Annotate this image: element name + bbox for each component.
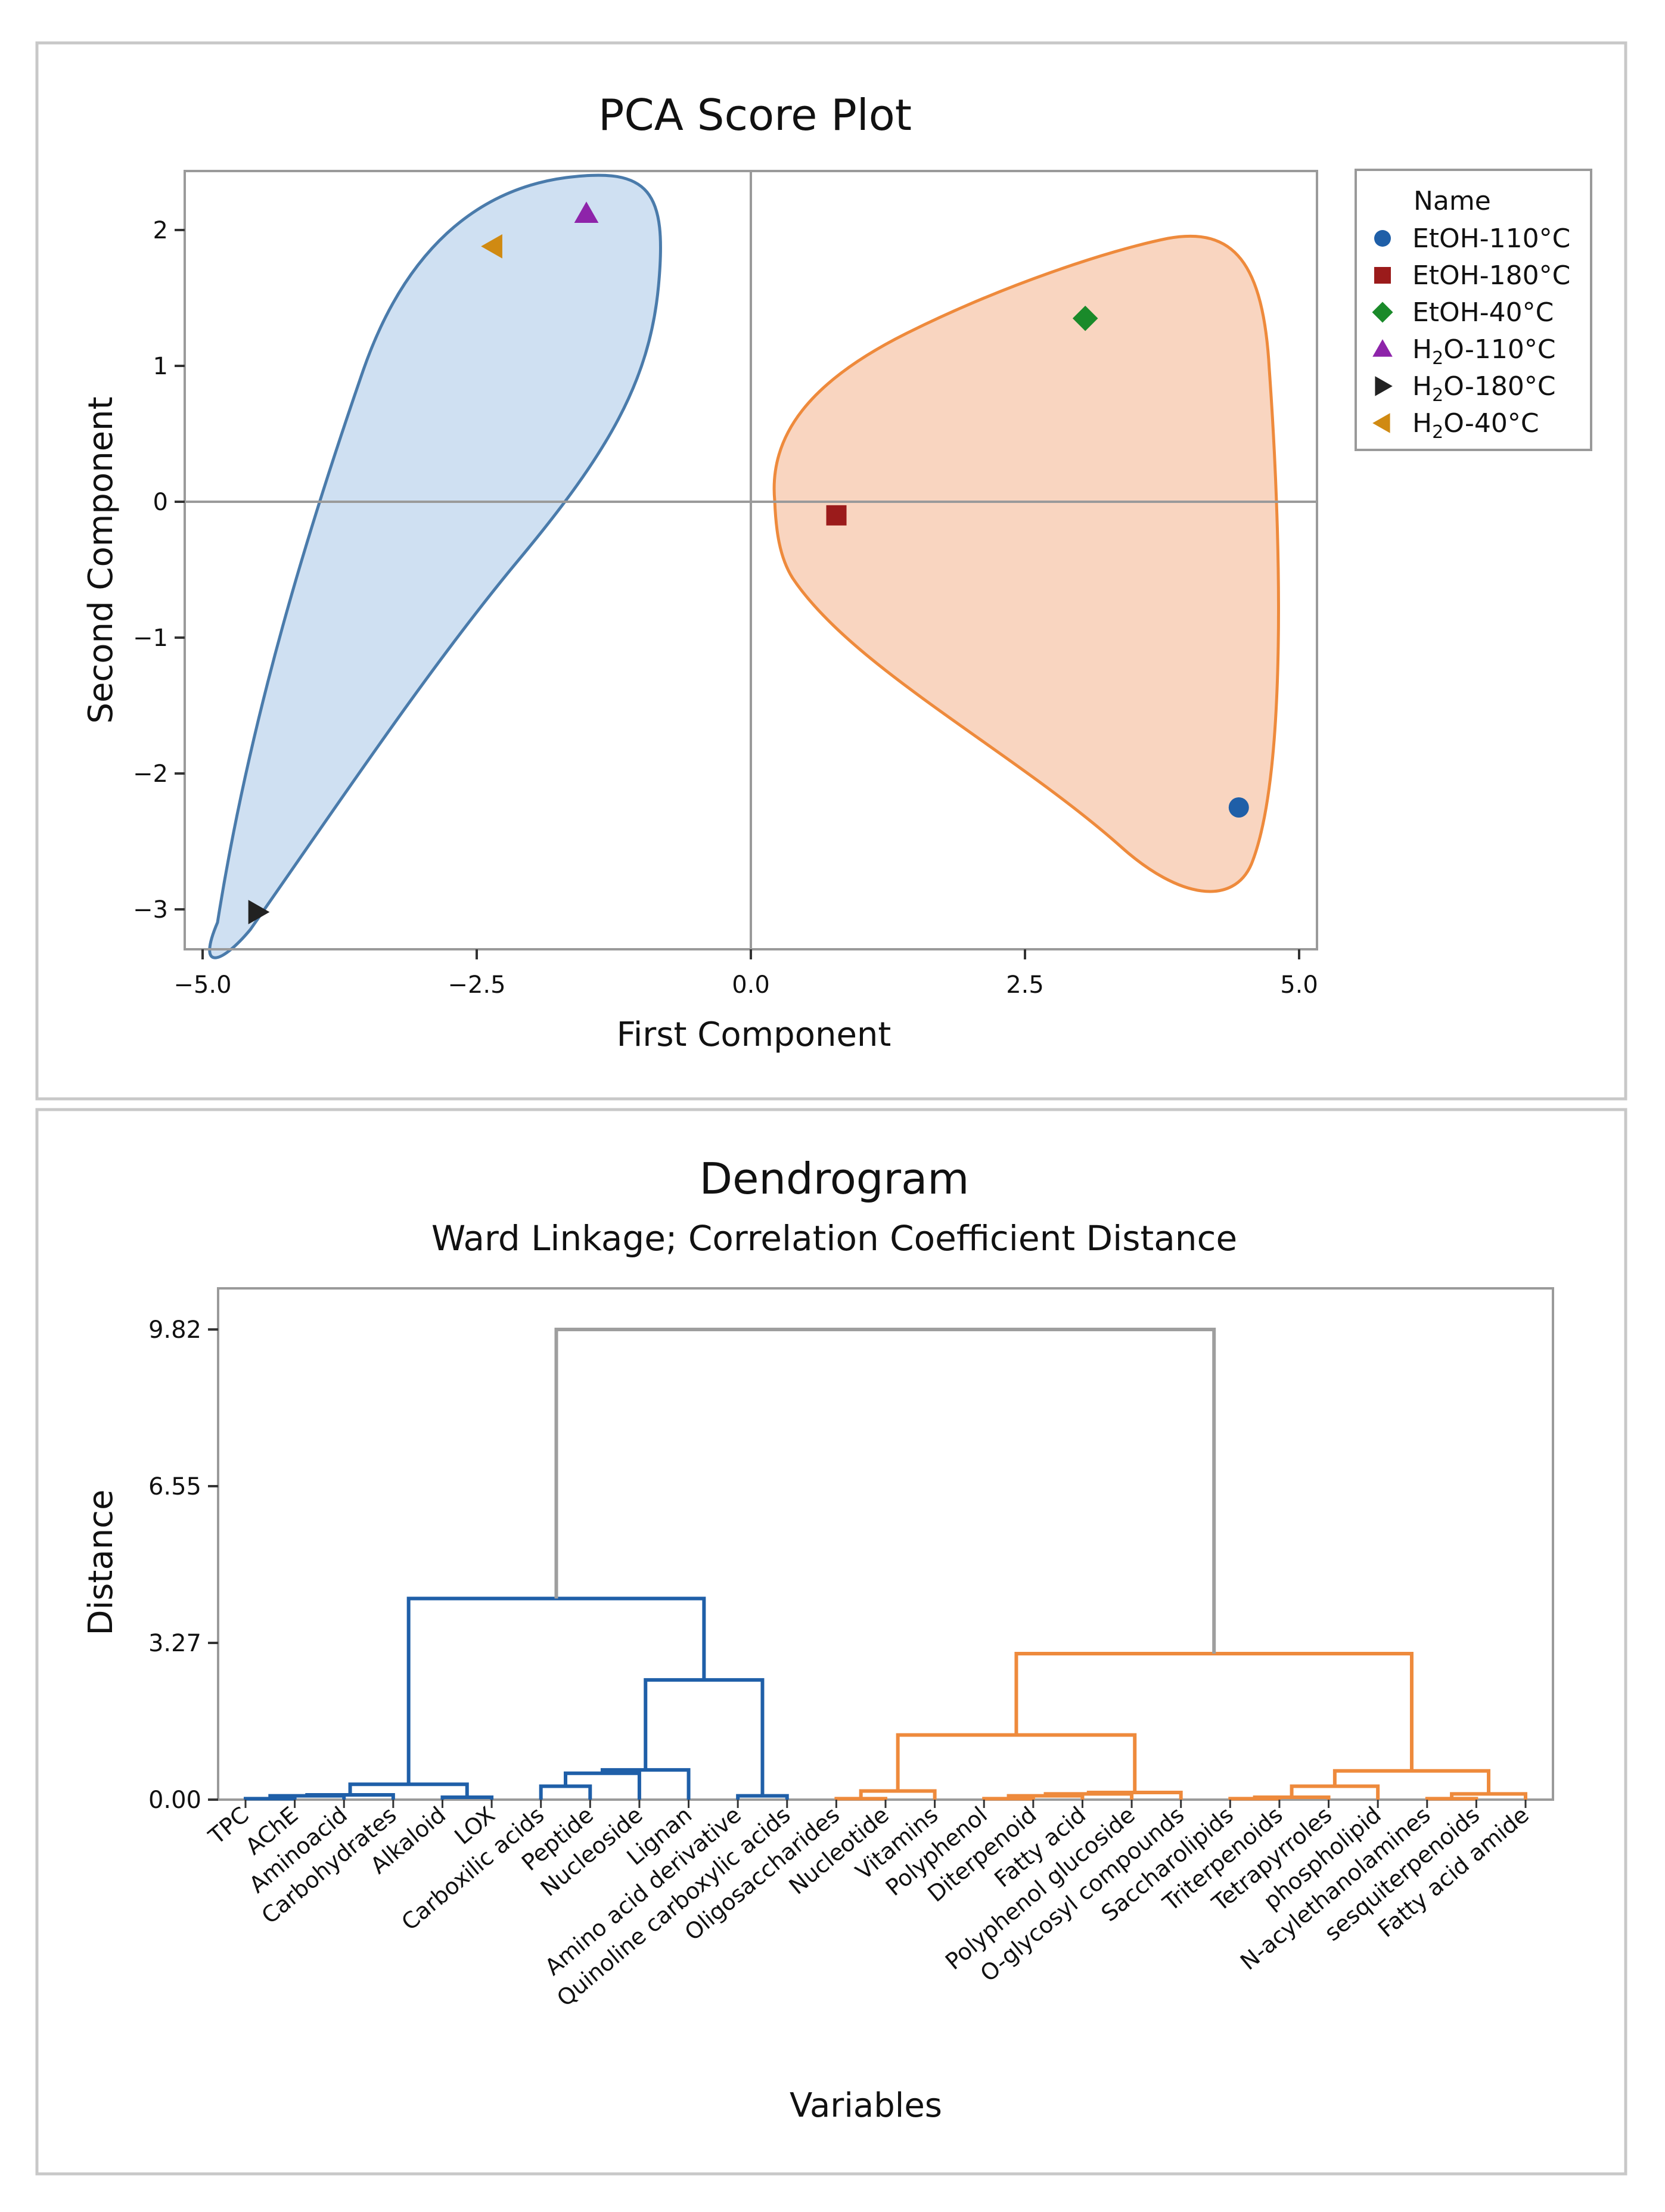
pca-y-axis-label: Second Component <box>82 396 120 723</box>
pca-point <box>481 234 502 259</box>
pca-legend-item: H2O-180°C <box>1375 371 1556 406</box>
pca-chart: PCA Score Plot −5.0 −2.5 0.0 2.5 5.0 −3 … <box>82 90 1592 1054</box>
pca-cluster-blob-right <box>772 234 1280 893</box>
dendrogram-link <box>834 1797 887 1801</box>
pca-clusters <box>208 173 1280 959</box>
pca-point <box>574 201 599 223</box>
dendrogram-link <box>1425 1797 1478 1801</box>
pca-x-tick-label: 0.0 <box>732 971 770 999</box>
dendrogram-x-axis-label: Variables <box>790 2086 942 2125</box>
pca-x-axis-label: First Component <box>617 1015 891 1054</box>
pca-point-marker <box>481 234 502 259</box>
dendrogram-link <box>305 1792 395 1800</box>
pca-legend-item: EtOH-180°C <box>1374 260 1570 291</box>
dendrogram-y-axis-label: Distance <box>82 1490 120 1636</box>
pca-y-tick: −2 <box>133 760 185 788</box>
pca-x-tick-label: 2.5 <box>1006 971 1044 999</box>
pca-point-marker <box>1228 797 1249 818</box>
pca-y-tick: 0 <box>153 489 185 516</box>
dendrogram-link <box>982 1797 1035 1801</box>
pca-legend: Name EtOH-110°CEtOH-180°CEtOH-40°CH2O-11… <box>1355 169 1592 451</box>
pca-x-tick-label: −5.0 <box>173 971 231 999</box>
pca-y-ticks: −3 −2 −1 0 1 2 <box>133 217 185 924</box>
pca-legend-label: EtOH-40°C <box>1412 297 1554 328</box>
pca-point <box>248 900 270 924</box>
pca-legend-swatch <box>1374 267 1391 284</box>
dendrogram-link <box>554 1328 1216 1654</box>
dendrogram-y-tick-label: 6.55 <box>148 1473 201 1500</box>
dendrogram-link <box>1450 1792 1527 1800</box>
dendrogram-link <box>244 1797 297 1801</box>
pca-y-tick-label: −2 <box>133 760 168 788</box>
pca-x-ticks: −5.0 −2.5 0.0 2.5 5.0 <box>173 949 1318 999</box>
dendrogram-y-tick-label: 3.27 <box>148 1630 201 1657</box>
dendrogram-y-tick: 6.55 <box>148 1473 218 1500</box>
pca-x-tick: 2.5 <box>1006 949 1044 999</box>
pca-point <box>826 505 847 526</box>
pca-legend-title: Name <box>1414 186 1491 216</box>
pca-x-tick: 0.0 <box>732 949 770 999</box>
dendrogram-y-tick-label: 9.82 <box>148 1316 201 1344</box>
dendrogram-y-tick: 9.82 <box>148 1316 218 1344</box>
pca-y-tick: −1 <box>133 625 185 652</box>
dendrogram-y-tick: 3.27 <box>148 1630 218 1657</box>
pca-legend-label: H2O-40°C <box>1412 408 1539 443</box>
dendrogram-y-tick: 0.00 <box>148 1787 218 1814</box>
pca-x-tick: −5.0 <box>173 949 232 999</box>
dendrogram-link <box>859 1789 937 1800</box>
pca-y-tick: 1 <box>153 353 185 380</box>
pca-cluster-ellipse-left <box>208 173 662 959</box>
dendrogram-panel-frame <box>35 1108 1627 2176</box>
pca-point <box>1072 305 1098 331</box>
pca-legend-swatch <box>1372 339 1393 357</box>
pca-legend-item: EtOH-110°C <box>1374 223 1570 254</box>
pca-title: PCA Score Plot <box>598 90 912 140</box>
pca-y-tick: 2 <box>153 217 185 244</box>
dendrogram-link <box>348 1782 469 1797</box>
pca-legend-swatch <box>1372 413 1390 433</box>
pca-legend-swatch <box>1372 302 1393 323</box>
pca-x-tick-label: −2.5 <box>448 971 505 999</box>
dendrogram-link <box>406 1596 706 1785</box>
pca-point <box>1228 797 1249 818</box>
dendrogram-link <box>564 1771 641 1800</box>
dendrogram-links <box>244 1328 1527 1801</box>
dendrogram-subtitle: Ward Linkage; Correlation Coefficient Di… <box>431 1218 1237 1259</box>
pca-y-tick-label: −3 <box>133 896 168 924</box>
pca-legend-box <box>1355 169 1592 451</box>
pca-y-tick: −3 <box>133 896 185 924</box>
dendrogram-y-tick-label: 0.00 <box>148 1787 201 1814</box>
dendrogram-link <box>600 1768 691 1800</box>
pca-y-tick-label: 1 <box>153 353 168 380</box>
pca-x-tick-label: 5.0 <box>1280 971 1318 999</box>
pca-x-tick: −2.5 <box>448 949 506 999</box>
pca-point-marker <box>574 201 599 223</box>
dendrogram-y-ticks: 0.00 3.27 6.55 9.82 <box>148 1316 218 1814</box>
pca-point-marker <box>826 505 847 526</box>
pca-points <box>248 201 1249 924</box>
pca-legend-label: EtOH-110°C <box>1412 223 1570 254</box>
dendrogram-title: Dendrogram <box>700 1154 970 1204</box>
pca-legend-items: EtOH-110°CEtOH-180°CEtOH-40°CH2O-110°CH2… <box>1372 223 1570 443</box>
pca-legend-item: EtOH-40°C <box>1372 297 1554 328</box>
dendrogram-link <box>1086 1790 1183 1800</box>
pca-legend-label: EtOH-180°C <box>1412 260 1570 291</box>
pca-y-tick-label: −1 <box>133 625 168 652</box>
pca-y-tick-label: 0 <box>153 489 168 516</box>
pca-y-tick-label: 2 <box>153 217 168 244</box>
pca-legend-label: H2O-180°C <box>1412 371 1556 406</box>
pca-legend-swatch <box>1375 376 1393 396</box>
pca-point-marker <box>1072 305 1098 331</box>
pca-legend-swatch <box>1374 230 1391 247</box>
pca-legend-item: H2O-40°C <box>1372 408 1539 443</box>
pca-x-tick: 5.0 <box>1280 949 1318 999</box>
pca-point-marker <box>248 900 270 924</box>
